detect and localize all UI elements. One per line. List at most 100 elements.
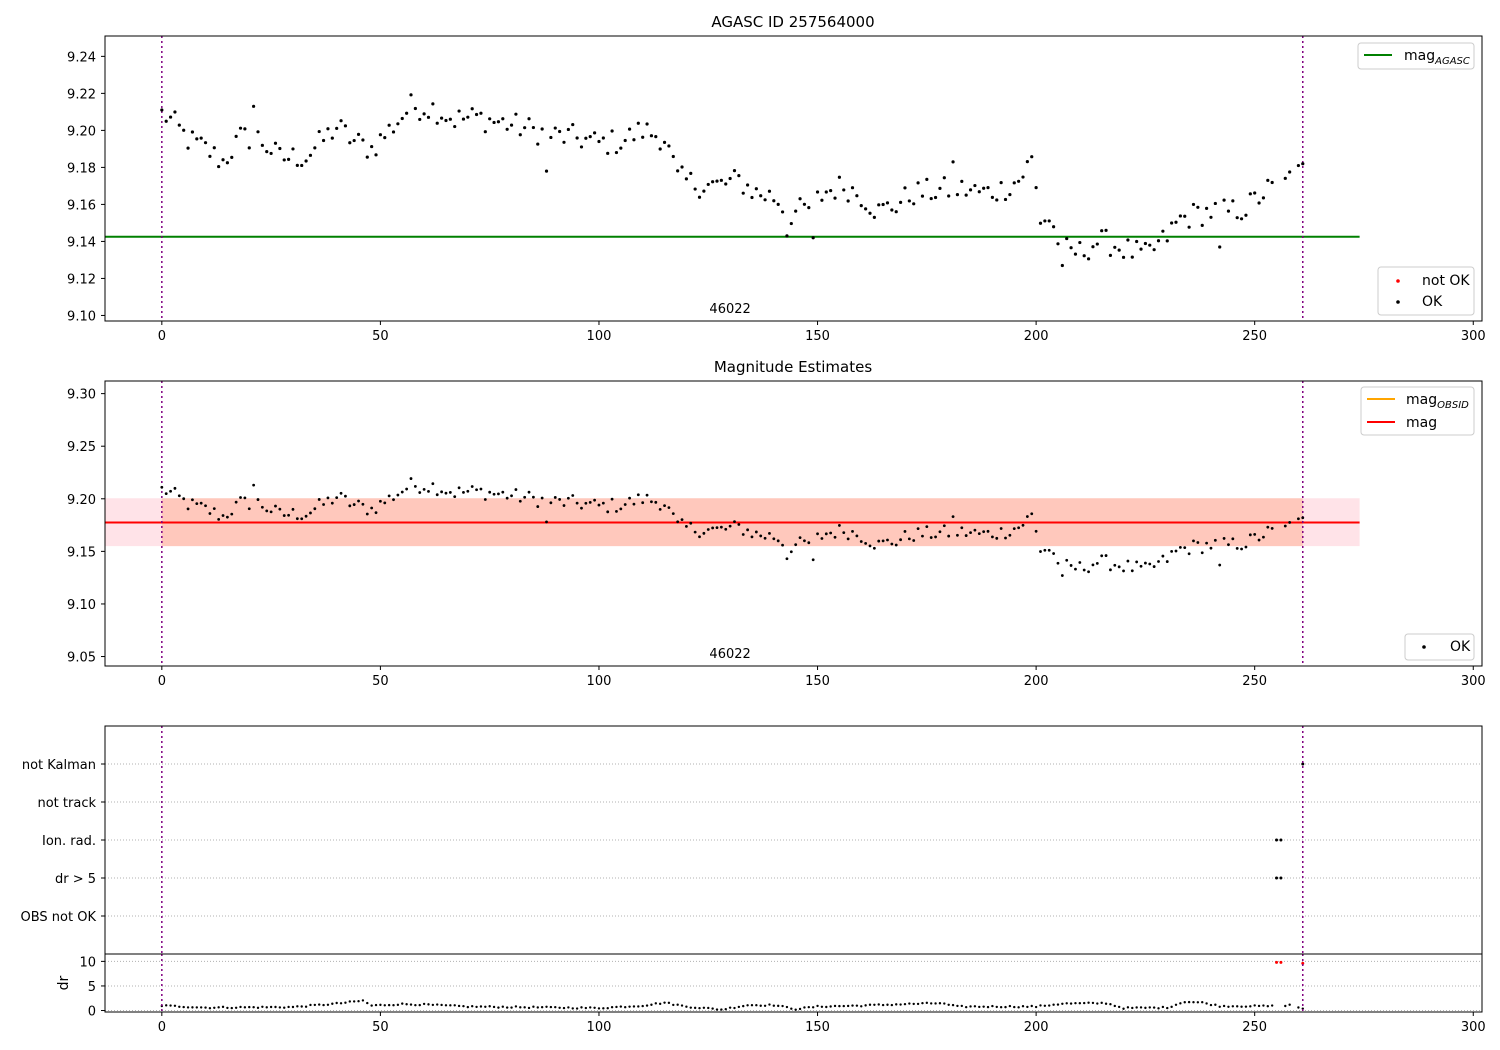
ok-point — [453, 495, 457, 499]
ok-point — [767, 189, 772, 193]
ok-point — [230, 512, 234, 516]
x-tick-label: 200 — [1024, 1020, 1049, 1035]
ok-point — [1248, 533, 1252, 537]
ok-point — [1060, 574, 1064, 577]
ok-point — [466, 489, 470, 493]
panel2-legend-mag-label: mag — [1406, 415, 1437, 431]
ok-point — [221, 158, 225, 162]
magnitude-estimates-panel: Magnitude Estimates 0 50 100 150 200 250 300 9.… — [67, 358, 1486, 689]
ok-point — [505, 496, 509, 500]
ok-point — [365, 512, 369, 516]
dr-point — [763, 1004, 767, 1007]
dr-point — [912, 1002, 915, 1006]
ok-point — [422, 112, 426, 116]
dr-point — [1052, 1003, 1055, 1006]
dr-point — [842, 1004, 845, 1008]
ok-point — [1030, 512, 1034, 516]
dr-point — [1087, 1001, 1090, 1004]
ok-point — [794, 209, 798, 213]
ok-point — [1139, 564, 1143, 568]
ok-point — [894, 543, 898, 547]
dr-point — [925, 1001, 929, 1005]
ok-point — [217, 164, 221, 169]
dr-point — [886, 1003, 889, 1006]
ok-point — [448, 491, 452, 494]
ok-point — [1004, 536, 1007, 540]
ok-point — [243, 127, 247, 131]
ok-point — [1060, 263, 1064, 268]
ok-point — [1288, 170, 1292, 174]
ok-point — [986, 186, 990, 190]
ok-point — [1139, 247, 1143, 251]
dr-point — [309, 1003, 312, 1007]
ok-point — [352, 138, 356, 143]
panel2-legend-lower: OK — [1404, 633, 1475, 661]
dr-point — [274, 1005, 277, 1009]
ok-point — [1165, 560, 1169, 563]
ok-point — [1227, 543, 1230, 547]
dr-point — [1122, 1007, 1125, 1010]
ok-point — [746, 528, 749, 532]
ok-point — [1213, 538, 1217, 542]
panel1-frame — [104, 35, 1483, 322]
ok-point — [824, 190, 828, 194]
dr-point — [466, 1005, 470, 1009]
ok-point — [256, 498, 260, 501]
dr-point — [759, 1004, 762, 1007]
ok-point — [461, 117, 466, 121]
ok-point — [1126, 559, 1130, 563]
y-tick-label: 9.14 — [67, 235, 96, 250]
ok-point — [1095, 561, 1099, 565]
ok-point — [885, 201, 890, 205]
ok-point — [920, 194, 925, 198]
ok-point — [798, 536, 802, 540]
ok-point — [300, 517, 304, 521]
ok-point — [667, 144, 671, 148]
dr-point — [173, 1004, 177, 1008]
ok-point — [418, 491, 422, 494]
ok-point — [501, 490, 505, 494]
ok-point — [330, 501, 334, 505]
ok-point — [719, 178, 723, 182]
dr-point — [265, 1006, 268, 1009]
dr-point — [803, 1006, 806, 1009]
dr-point — [658, 1002, 662, 1006]
ok-point — [807, 206, 811, 210]
ok-point — [1165, 239, 1169, 243]
ok-point — [938, 530, 942, 534]
ok-point — [776, 539, 780, 543]
ok-point — [912, 539, 916, 542]
ok-point — [619, 507, 623, 511]
ok-point — [1052, 225, 1056, 229]
ok-point — [1288, 521, 1292, 524]
dr-point — [1262, 1004, 1265, 1007]
ok-point — [287, 513, 290, 517]
ok-point — [409, 93, 413, 97]
ok-point — [212, 507, 216, 511]
ok-point — [715, 179, 719, 183]
dr-point — [1187, 1000, 1191, 1004]
dr-point — [169, 1004, 172, 1007]
ok-point — [990, 195, 995, 199]
ok-point — [234, 500, 238, 504]
ok-point — [208, 512, 212, 515]
dr-point — [186, 1006, 190, 1009]
ok-point — [383, 136, 387, 140]
dr-point — [348, 1000, 351, 1003]
dr-point — [1170, 1005, 1173, 1009]
ok-point — [619, 146, 623, 150]
ok-point — [566, 496, 570, 500]
ok-point — [575, 136, 579, 140]
dr-point — [331, 1002, 334, 1005]
ok-point — [803, 539, 806, 543]
ok-point — [1244, 545, 1248, 549]
dr-point — [1034, 1005, 1038, 1009]
dr-point — [624, 1006, 627, 1009]
dr-point — [895, 1003, 898, 1006]
ok-point — [627, 127, 632, 131]
ok-point — [894, 210, 898, 214]
ok-point — [868, 211, 872, 215]
ok-point — [1095, 242, 1099, 246]
ok-point — [527, 117, 531, 121]
ok-point — [833, 535, 837, 539]
